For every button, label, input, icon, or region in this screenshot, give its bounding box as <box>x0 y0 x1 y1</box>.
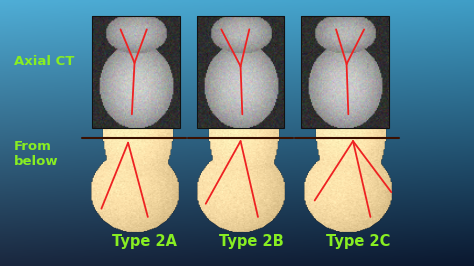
Text: Type 2B: Type 2B <box>219 234 283 249</box>
Text: From
below: From below <box>14 140 59 168</box>
Text: Axial CT: Axial CT <box>14 55 74 68</box>
Text: Type 2A: Type 2A <box>112 234 177 249</box>
Text: Type 2C: Type 2C <box>326 234 390 249</box>
